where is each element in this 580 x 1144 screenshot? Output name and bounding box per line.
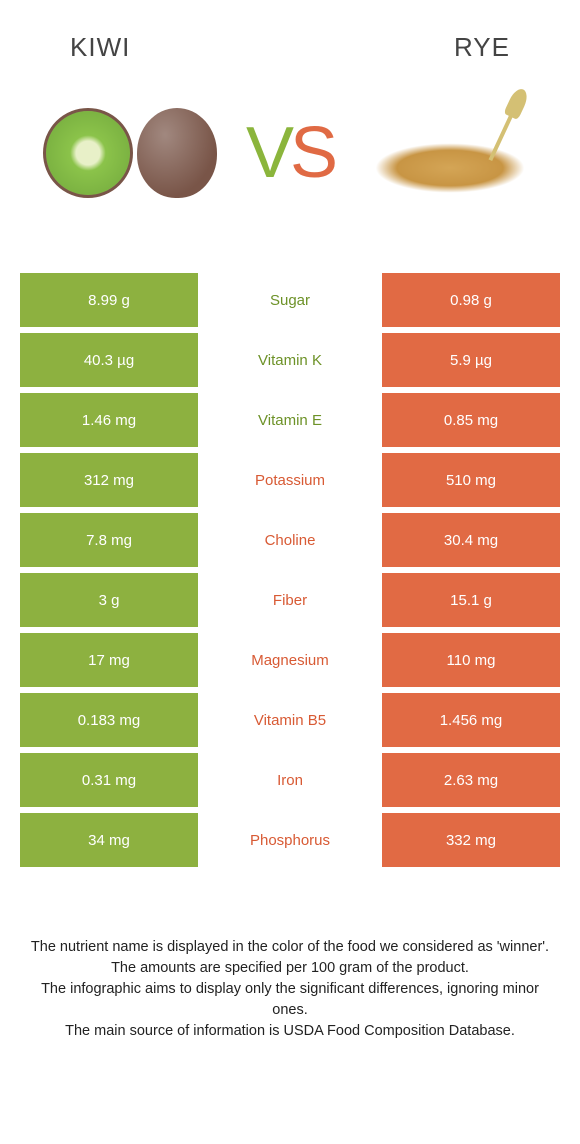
footnote-line: The main source of information is USDA F…	[30, 1021, 550, 1042]
table-row: 3 gFiber15.1 g	[20, 573, 560, 627]
right-value-cell: 332 mg	[382, 813, 560, 867]
right-value-cell: 15.1 g	[382, 573, 560, 627]
kiwi-slice-icon	[43, 108, 133, 198]
left-food-title: Kiwi	[70, 32, 130, 63]
left-value-cell: 312 mg	[20, 453, 198, 507]
left-value-cell: 34 mg	[20, 813, 198, 867]
table-row: 17 mgMagnesium110 mg	[20, 633, 560, 687]
left-value-cell: 0.31 mg	[20, 753, 198, 807]
kiwi-whole-icon	[137, 108, 217, 198]
table-row: 1.46 mgVitamin E0.85 mg	[20, 393, 560, 447]
nutrient-label-cell: Vitamin B5	[204, 693, 376, 747]
left-value-cell: 40.3 µg	[20, 333, 198, 387]
left-value-cell: 0.183 mg	[20, 693, 198, 747]
table-row: 312 mgPotassium510 mg	[20, 453, 560, 507]
table-row: 8.99 gSugar0.98 g	[20, 273, 560, 327]
vs-v-letter: V	[246, 112, 290, 194]
table-row: 34 mgPhosphorus332 mg	[20, 813, 560, 867]
right-value-cell: 30.4 mg	[382, 513, 560, 567]
right-value-cell: 0.85 mg	[382, 393, 560, 447]
right-value-cell: 1.456 mg	[382, 693, 560, 747]
comparison-table: 8.99 gSugar0.98 g 40.3 µgVitamin K5.9 µg 1…	[20, 273, 560, 867]
nutrient-label-cell: Potassium	[204, 453, 376, 507]
header-row: Kiwi Rye	[20, 32, 560, 63]
footnote-line: The nutrient name is displayed in the co…	[30, 937, 550, 958]
left-value-cell: 17 mg	[20, 633, 198, 687]
nutrient-label-cell: Sugar	[204, 273, 376, 327]
right-value-cell: 2.63 mg	[382, 753, 560, 807]
nutrient-label-cell: Vitamin E	[204, 393, 376, 447]
footnote-line: The infographic aims to display only the…	[30, 979, 550, 1021]
right-value-cell: 0.98 g	[382, 273, 560, 327]
table-row: 40.3 µgVitamin K5.9 µg	[20, 333, 560, 387]
right-food-title: Rye	[454, 32, 510, 63]
hero-row: VS	[20, 93, 560, 213]
table-row: 0.31 mgIron2.63 mg	[20, 753, 560, 807]
nutrient-label-cell: Iron	[204, 753, 376, 807]
table-row: 0.183 mgVitamin B51.456 mg	[20, 693, 560, 747]
left-value-cell: 8.99 g	[20, 273, 198, 327]
infographic-page: Kiwi Rye VS 8.99 gSugar0.98 g40.3 µgVita…	[0, 0, 580, 1062]
right-value-cell: 110 mg	[382, 633, 560, 687]
rye-heap-icon	[375, 143, 525, 193]
left-value-cell: 7.8 mg	[20, 513, 198, 567]
nutrient-label-cell: Phosphorus	[204, 813, 376, 867]
kiwi-image	[40, 93, 220, 213]
right-value-cell: 510 mg	[382, 453, 560, 507]
nutrient-label-cell: Choline	[204, 513, 376, 567]
footnotes: The nutrient name is displayed in the co…	[20, 937, 560, 1042]
vs-label: VS	[246, 112, 334, 194]
right-value-cell: 5.9 µg	[382, 333, 560, 387]
left-value-cell: 3 g	[20, 573, 198, 627]
left-value-cell: 1.46 mg	[20, 393, 198, 447]
vs-s-letter: S	[290, 112, 334, 194]
nutrient-label-cell: Fiber	[204, 573, 376, 627]
nutrient-label-cell: Vitamin K	[204, 333, 376, 387]
nutrient-label-cell: Magnesium	[204, 633, 376, 687]
footnote-line: The amounts are specified per 100 gram o…	[30, 958, 550, 979]
rye-image	[360, 93, 540, 213]
table-row: 7.8 mgCholine30.4 mg	[20, 513, 560, 567]
